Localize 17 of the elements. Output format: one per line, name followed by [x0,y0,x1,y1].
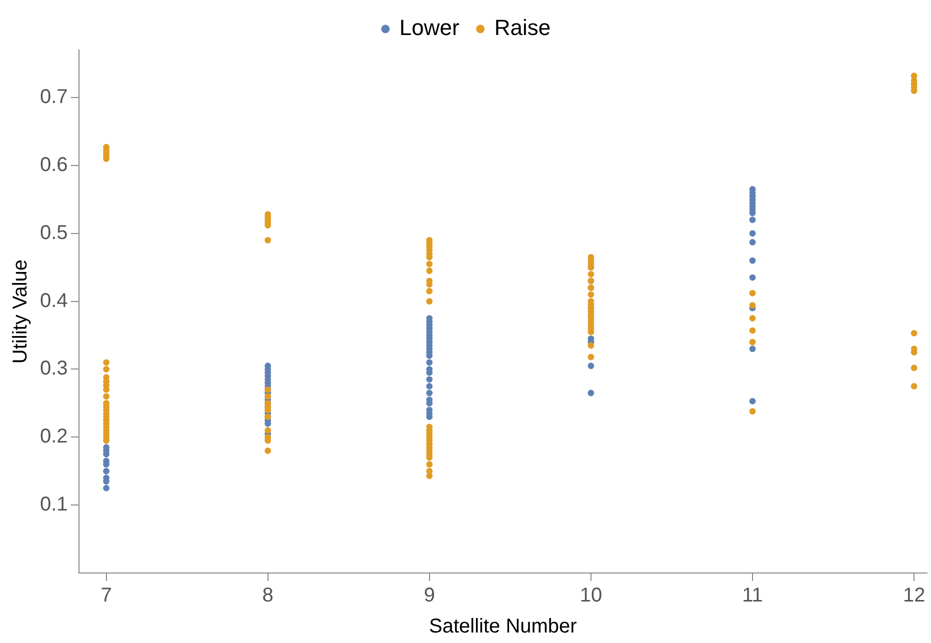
y-tick-label: 0.6 [40,154,68,176]
y-tick-label: 0.2 [40,426,68,448]
x-tick-label: 9 [424,584,435,607]
x-tick-label: 8 [262,584,274,607]
y-tick-label: 0.3 [40,358,68,380]
x-tick-label: 10 [580,584,602,607]
x-axis-title: Satellite Number [428,616,578,638]
y-tick-label: 0.4 [40,290,68,312]
x-tick-label: 12 [902,584,926,607]
legend-label: Raise [494,15,551,40]
x-tick-label: 11 [742,584,763,607]
x-tick-label: 7 [100,584,112,607]
y-tick-label: 0.7 [40,86,68,108]
legend-label: Lower [399,15,460,40]
y-axis-title: Utility Value [10,259,32,364]
y-tick-label: 0.1 [40,494,68,516]
y-tick-label: 0.5 [40,222,68,244]
